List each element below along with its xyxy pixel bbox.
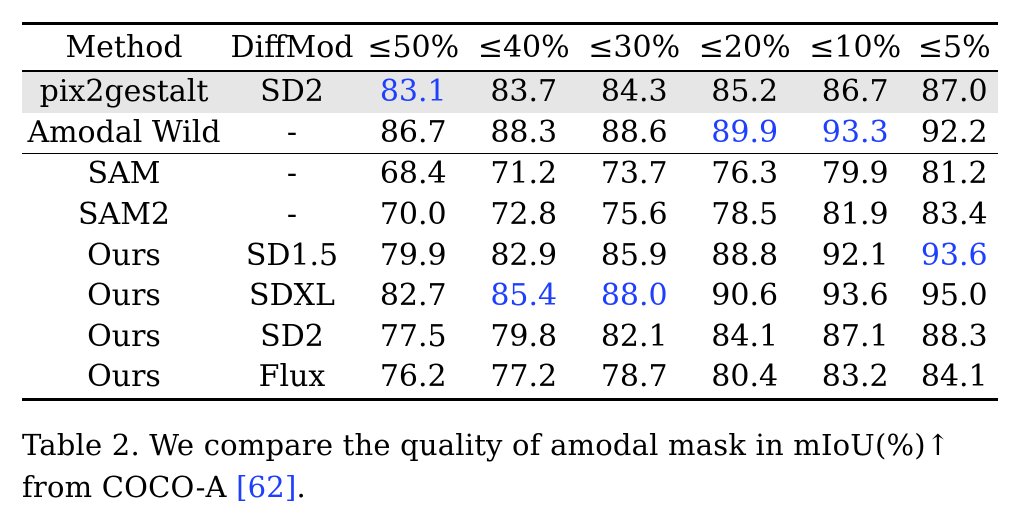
cell-value: 70.0 (379, 197, 447, 233)
cell-value: 93.3 (821, 114, 889, 150)
table-row-sam2: SAM2 - 70.0 72.8 75.6 78.5 81.9 83.4 (22, 195, 998, 236)
cell-diffmod: Flux (258, 359, 326, 395)
cell-value: 88.8 (711, 237, 779, 273)
table-header-row: Method DiffMod ≤50% ≤40% ≤30% ≤20% ≤10% … (22, 23, 998, 71)
cell-value: 73.7 (600, 156, 668, 192)
cell-value: 83.7 (468, 71, 579, 113)
cell-diffmod: SD2 (226, 71, 358, 113)
citation-link[interactable]: [62] (236, 470, 297, 504)
cell-value: 75.6 (600, 197, 668, 233)
cell-value: 79.9 (379, 237, 447, 273)
cell-method: SAM (87, 156, 161, 192)
cell-value: 68.4 (379, 156, 447, 192)
cell-value: 79.8 (490, 318, 558, 354)
cell-value: 83.2 (821, 359, 889, 395)
cell-value: 82.9 (490, 237, 558, 273)
cell-value: 83.4 (920, 197, 988, 233)
header-50: ≤50% (367, 29, 460, 65)
caption-text: Table 2. We compare the quality of amoda… (22, 428, 951, 504)
cell-value: 77.5 (379, 318, 447, 354)
cell-value: 77.2 (490, 359, 558, 395)
cell-value: 87.0 (910, 71, 998, 113)
header-method: Method (65, 29, 183, 65)
header-30: ≤30% (588, 29, 681, 65)
cell-value: 95.0 (920, 278, 988, 314)
cell-value: 87.1 (821, 318, 889, 354)
cell-method: Ours (87, 237, 161, 273)
cell-value: 76.2 (379, 359, 447, 395)
cell-diffmod: - (286, 156, 298, 192)
cell-value: 86.7 (379, 114, 447, 150)
cell-diffmod: - (286, 114, 298, 150)
cell-diffmod: SDXL (249, 278, 335, 314)
cell-value: 80.4 (711, 359, 779, 395)
table-row-pix2gestalt: pix2gestalt SD2 83.1 83.7 84.3 85.2 86.7… (22, 71, 998, 113)
cell-method: Ours (87, 359, 161, 395)
header-diffmod: DiffMod (230, 29, 354, 65)
cell-value: 72.8 (490, 197, 558, 233)
cell-value: 88.3 (490, 114, 558, 150)
cell-value: 89.9 (711, 114, 779, 150)
cell-value: 76.3 (711, 156, 779, 192)
table-row-ours-flux: Ours Flux 76.2 77.2 78.7 80.4 83.2 84.1 (22, 357, 998, 400)
cell-value: 78.5 (711, 197, 779, 233)
cell-value: 81.2 (920, 156, 988, 192)
cell-value: 93.6 (821, 278, 889, 314)
cell-value: 81.9 (821, 197, 889, 233)
cell-value: 85.9 (600, 237, 668, 273)
cell-value: 84.1 (920, 359, 988, 395)
results-table-container: Method DiffMod ≤50% ≤40% ≤30% ≤20% ≤10% … (22, 22, 998, 401)
cell-value: 88.0 (600, 278, 668, 314)
cell-diffmod: - (286, 197, 298, 233)
cell-value: 92.2 (920, 114, 988, 150)
header-10: ≤10% (809, 29, 902, 65)
cell-value: 84.3 (578, 71, 690, 113)
table-row-ours-sd2: Ours SD2 77.5 79.8 82.1 84.1 87.1 88.3 (22, 317, 998, 358)
cell-value: 90.6 (711, 278, 779, 314)
cell-value: 86.7 (799, 71, 911, 113)
cell-method: SAM2 (77, 197, 171, 233)
cell-method: Ours (87, 318, 161, 354)
header-5: ≤5% (917, 29, 991, 65)
caption-end: . (296, 470, 306, 504)
table-row-ours-sd15: Ours SD1.5 79.9 82.9 85.9 88.8 92.1 93.6 (22, 235, 998, 276)
cell-value: 78.7 (600, 359, 668, 395)
cell-value: 79.9 (821, 156, 889, 192)
table-row-sam: SAM - 68.4 71.2 73.7 76.3 79.9 81.2 (22, 154, 998, 195)
table-row-ours-sdxl: Ours SDXL 82.7 85.4 88.0 90.6 93.6 95.0 (22, 276, 998, 317)
cell-method: pix2gestalt (22, 71, 226, 113)
cell-value: 84.1 (711, 318, 779, 354)
cell-diffmod: SD2 (260, 318, 324, 354)
cell-value: 88.3 (920, 318, 988, 354)
cell-value: 83.1 (358, 71, 469, 113)
cell-value: 88.6 (600, 114, 668, 150)
results-table: Method DiffMod ≤50% ≤40% ≤30% ≤20% ≤10% … (22, 22, 998, 401)
table-caption: Table 2. We compare the quality of amoda… (22, 424, 998, 508)
cell-value: 82.7 (379, 278, 447, 314)
cell-value: 85.4 (490, 278, 558, 314)
cell-value: 92.1 (821, 237, 889, 273)
cell-value: 85.2 (689, 71, 800, 113)
cell-value: 71.2 (490, 156, 558, 192)
cell-value: 82.1 (600, 318, 668, 354)
cell-method: Amodal Wild (27, 114, 221, 150)
cell-diffmod: SD1.5 (245, 237, 339, 273)
cell-value: 93.6 (920, 237, 988, 273)
header-40: ≤40% (477, 29, 570, 65)
header-20: ≤20% (698, 29, 791, 65)
table-row-amodal-wild: Amodal Wild - 86.7 88.3 88.6 89.9 93.3 9… (22, 113, 998, 154)
cell-method: Ours (87, 278, 161, 314)
